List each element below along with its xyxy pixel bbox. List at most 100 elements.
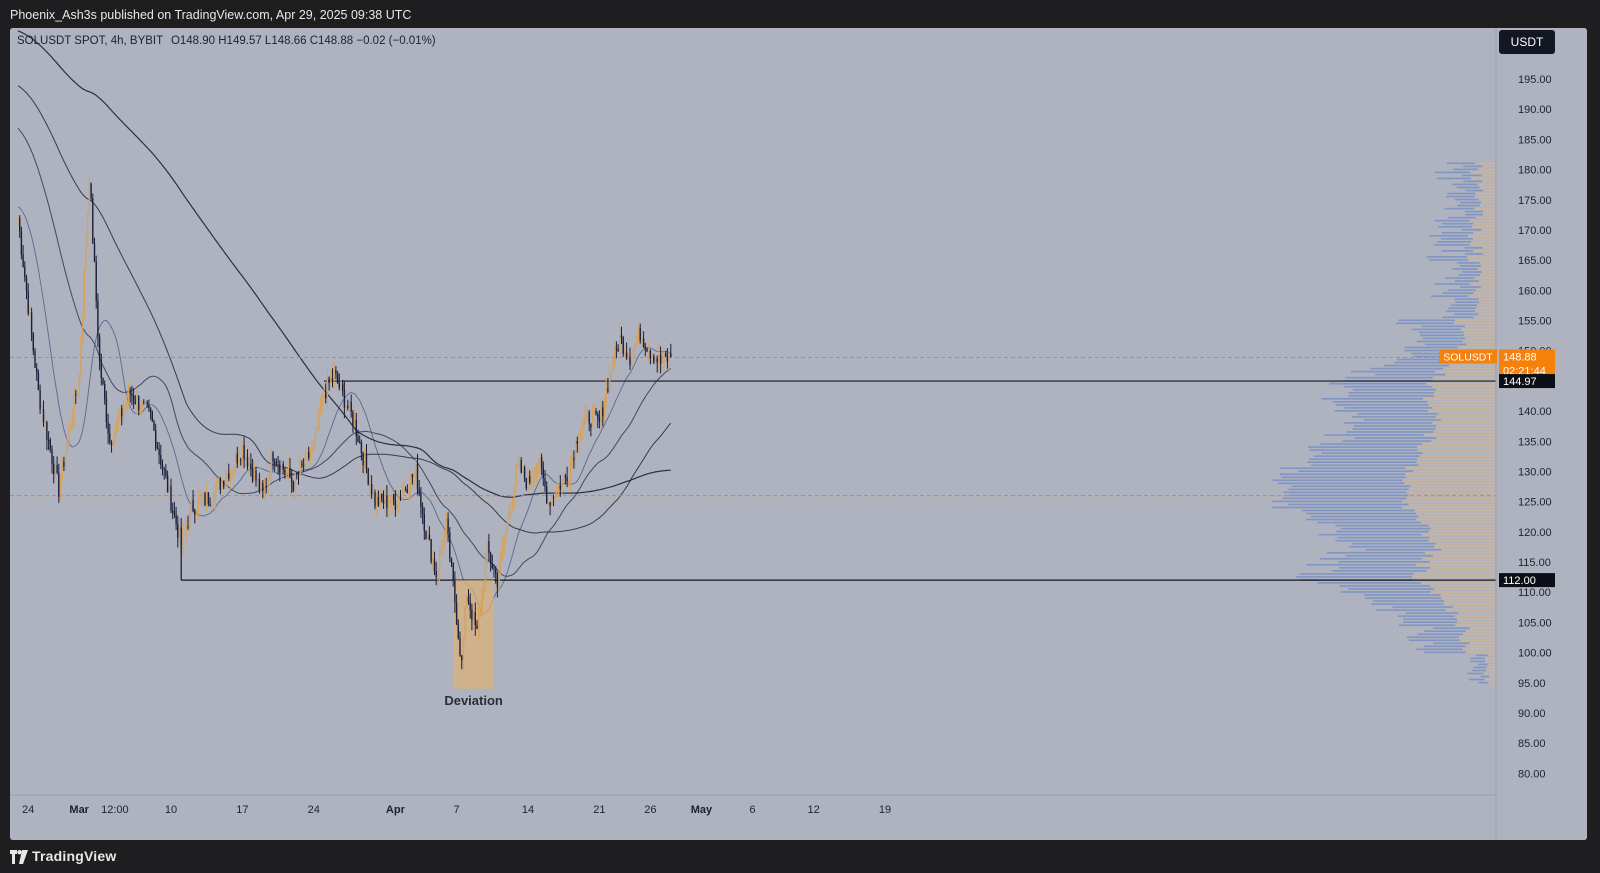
candle-body (58, 472, 60, 497)
volume-profile-bar (1460, 201, 1481, 204)
candle-body (331, 377, 334, 380)
candle-body (427, 534, 429, 540)
candle-body (634, 344, 636, 349)
volume-profile-bar (1410, 485, 1496, 488)
candle-body (466, 596, 468, 608)
candle-body (98, 336, 101, 361)
price-chart[interactable]: Deviation 195.00 190.00 185.00 180.00 175.00… (10, 28, 1587, 840)
volume-profile-bar (1429, 259, 1468, 261)
candle-body (195, 511, 198, 515)
candle-body (437, 571, 439, 578)
volume-profile-bar (1456, 262, 1480, 264)
currency-label[interactable]: USDT (1511, 35, 1544, 49)
volume-profile-bar (1372, 600, 1445, 602)
key-levels (10, 356, 1496, 581)
candle-body (214, 489, 216, 503)
chart-background (10, 28, 1587, 840)
volume-profile-bar (1448, 307, 1477, 310)
volume-profile-bar (1357, 413, 1438, 415)
candle-body (493, 568, 495, 570)
candle-body (88, 183, 91, 212)
candle-body (219, 478, 221, 490)
candle-body (651, 356, 653, 359)
candle-body (80, 344, 82, 374)
candle-body (428, 534, 431, 540)
candle-body (372, 492, 374, 495)
volume-profile-bar (1370, 367, 1444, 370)
candle-body (561, 479, 563, 490)
candle-body (59, 481, 62, 497)
volume-profile-bar (1465, 651, 1496, 654)
currency-button[interactable] (1499, 30, 1555, 54)
footer: TradingView (0, 840, 1600, 873)
volume-profile-bar (1282, 497, 1407, 500)
volume-profile-bar (1471, 241, 1496, 243)
volume-profile-bar (1405, 473, 1496, 476)
publisher-header: Phoenix_Ash3s published on TradingView.c… (0, 0, 1600, 28)
volume-profile-bar (1383, 364, 1449, 367)
volume-profile-bar (1448, 364, 1496, 367)
moving-average-line (17, 128, 672, 577)
time-axis[interactable]: 24 Mar 12:00 10 17 24 Apr 7 14 21 26 May 6 12 19 (22, 804, 891, 816)
candle-body (29, 312, 31, 314)
volume-profile-bar (1479, 186, 1496, 189)
volume-profile-bar (1429, 234, 1468, 237)
volume-profile-bar (1460, 265, 1481, 267)
candle-body (143, 401, 145, 403)
candle-body (309, 453, 312, 458)
candle-body (318, 410, 320, 429)
candle-body (308, 451, 310, 458)
volume-profile-bar (1338, 561, 1430, 563)
candle-body (632, 348, 635, 358)
chart-area[interactable]: Deviation 195.00 190.00 185.00 180.00 175.00… (10, 28, 1587, 840)
candle-body (148, 404, 150, 409)
candle-body (285, 472, 288, 474)
candle-body (64, 452, 67, 467)
candle-body (564, 475, 567, 477)
candle-body (580, 430, 582, 438)
volume-profile-bar (1317, 521, 1421, 524)
candle-body (411, 474, 414, 478)
volume-profile-bar (1408, 639, 1460, 642)
candle-body (204, 493, 206, 505)
candle-body (76, 389, 79, 396)
volume-profile-bar (1452, 606, 1496, 608)
volume-profile-bar (1432, 407, 1496, 409)
candle-body (340, 383, 342, 388)
volume-profile-bar (1295, 576, 1412, 578)
volume-profile-bar (1272, 500, 1403, 503)
candle-body (20, 231, 23, 255)
volume-profile-bar (1464, 325, 1496, 328)
volume-profile-bar (1451, 304, 1478, 307)
volume-profile-bar (1405, 612, 1459, 614)
candle-body (597, 414, 599, 418)
volume-profile-bar (1432, 554, 1496, 557)
candle-body (421, 506, 424, 514)
candle-body (66, 440, 68, 453)
volume-profile-bar (1340, 527, 1431, 530)
candle-body (163, 468, 165, 470)
volume-profile-bar (1336, 530, 1429, 533)
candle-body (585, 412, 587, 420)
candle-body (433, 559, 436, 572)
volume-profile-bar (1418, 331, 1464, 334)
volume-profile-bar (1478, 198, 1496, 201)
volume-profile-bar (1454, 298, 1479, 300)
candle-body (245, 457, 247, 460)
candle-body (146, 402, 148, 405)
volume-profile-bar (1298, 470, 1413, 473)
volume-profile-bar (1471, 225, 1496, 228)
candle-body (629, 357, 631, 366)
volume-profile-bar (1299, 573, 1414, 575)
candle-body (71, 419, 74, 427)
symbol-legend: SOLUSDT SPOT, 4h, BYBIT O148.90 H149.57 L… (17, 35, 436, 47)
volume-profile-bar (1321, 452, 1423, 454)
volume-profile-bar (1335, 539, 1429, 542)
volume-profile-bar (1342, 440, 1432, 442)
candle-body (631, 357, 633, 366)
volume-profile-bar (1472, 237, 1496, 240)
candle-body (85, 244, 87, 270)
candle-body (81, 315, 84, 345)
volume-profile-bar (1408, 503, 1496, 506)
candle-body (542, 467, 544, 479)
